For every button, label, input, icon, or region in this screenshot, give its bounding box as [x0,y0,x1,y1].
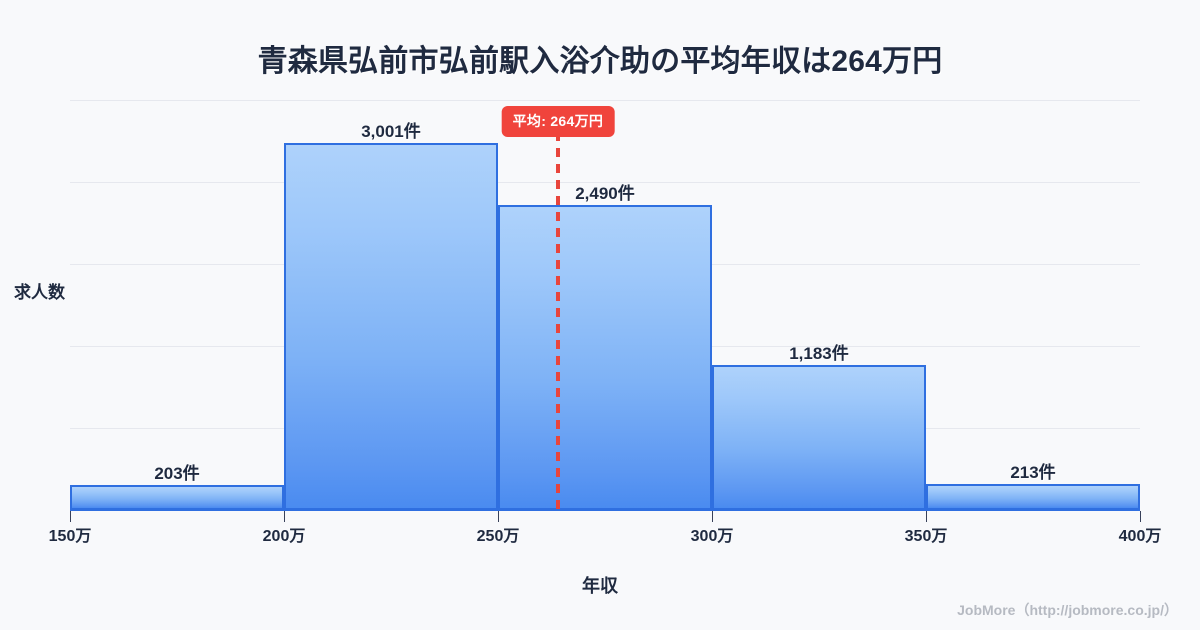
watermark: JobMore（http://jobmore.co.jp/） [957,602,1178,618]
plot-area [70,100,1140,511]
average-badge: 平均: 264万円 [501,106,615,137]
bar[interactable] [284,142,498,510]
x-axis-tick-label: 300万 [690,528,734,545]
x-axis-line [70,509,1140,511]
x-axis-tick-label: 250万 [476,528,520,545]
bar[interactable] [712,365,926,510]
average-line [555,132,560,510]
x-axis-title: 年収 [582,576,618,596]
bar[interactable] [498,205,712,510]
gridline [70,100,1140,101]
gridline [70,182,1140,183]
x-axis-tick-label: 350万 [904,528,948,545]
bar-value-label: 3,001件 [361,121,421,141]
bar-value-label: 203件 [154,464,200,484]
y-axis-title: 求人数 [14,283,65,302]
bar-value-label: 2,490件 [575,184,635,204]
bar-value-label: 213件 [1010,462,1056,482]
x-axis-tick-label: 400万 [1118,528,1162,545]
bar[interactable] [926,483,1140,510]
x-axis-tick-label: 200万 [262,528,306,545]
x-axis-tick [712,511,713,522]
x-axis-tick [70,511,71,522]
x-axis-tick-label: 150万 [48,528,92,545]
x-axis-tick [498,511,499,522]
bar-value-label: 1,183件 [789,344,849,364]
bar[interactable] [70,485,284,510]
x-axis-tick [926,511,927,522]
x-axis-tick [1140,511,1141,522]
chart-title: 青森県弘前市弘前駅入浴介助の平均年収は264万円 [257,45,943,78]
x-axis-tick [284,511,285,522]
